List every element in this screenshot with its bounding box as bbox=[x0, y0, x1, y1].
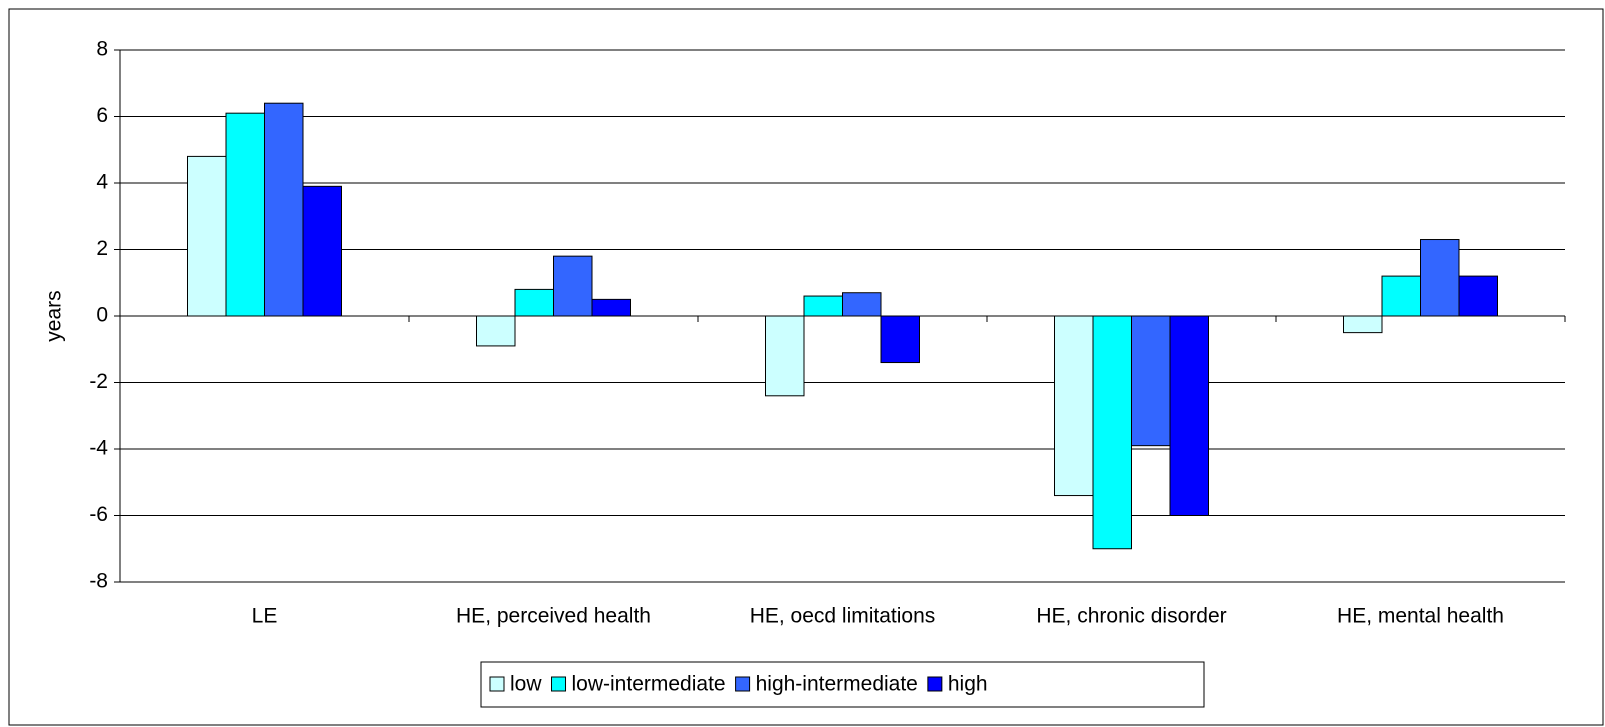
bar bbox=[591, 298, 631, 317]
bar bbox=[803, 295, 843, 317]
y-tick-label: 0 bbox=[96, 304, 108, 327]
legend-label: high-intermediate bbox=[756, 673, 918, 696]
bar bbox=[1054, 315, 1094, 497]
y-tick-label: -4 bbox=[89, 437, 108, 460]
bar bbox=[765, 315, 805, 397]
legend-label: low bbox=[510, 673, 542, 696]
legend-frame bbox=[480, 661, 1205, 708]
y-tick-label: 2 bbox=[96, 237, 108, 260]
bar bbox=[225, 112, 265, 317]
bar bbox=[1458, 275, 1498, 317]
bar bbox=[1169, 315, 1209, 516]
y-axis-label: years bbox=[43, 290, 66, 341]
bar bbox=[1131, 315, 1171, 447]
y-tick-label: -6 bbox=[89, 503, 108, 526]
y-tick-label: -2 bbox=[89, 370, 108, 393]
bar bbox=[1092, 315, 1132, 550]
legend-swatch bbox=[927, 676, 943, 692]
x-tick-label: LE bbox=[252, 605, 278, 628]
legend-swatch bbox=[551, 676, 567, 692]
legend-swatch bbox=[735, 676, 751, 692]
legend-swatch bbox=[489, 676, 505, 692]
y-tick-label: 4 bbox=[96, 171, 108, 194]
bar bbox=[476, 315, 516, 347]
bar bbox=[842, 292, 882, 317]
bar bbox=[553, 255, 593, 317]
bar bbox=[1343, 315, 1383, 334]
y-tick-label: 6 bbox=[96, 104, 108, 127]
x-tick-label: HE, oecd limitations bbox=[750, 605, 936, 628]
bar bbox=[187, 155, 227, 317]
bar bbox=[1420, 239, 1460, 317]
legend-label: high bbox=[948, 673, 988, 696]
x-tick-label: HE, chronic disorder bbox=[1036, 605, 1226, 628]
bar bbox=[514, 288, 554, 317]
bar bbox=[302, 185, 342, 317]
bar bbox=[264, 102, 304, 317]
y-tick-label: 8 bbox=[96, 38, 108, 61]
bar bbox=[880, 315, 920, 364]
x-tick-label: HE, mental health bbox=[1337, 605, 1504, 628]
legend: low low-intermediate high-intermediate high bbox=[480, 661, 1205, 708]
legend-label: low-intermediate bbox=[572, 673, 726, 696]
bar bbox=[1381, 275, 1421, 317]
y-tick-label: -8 bbox=[89, 570, 108, 593]
x-tick-label: HE, perceived health bbox=[456, 605, 651, 628]
